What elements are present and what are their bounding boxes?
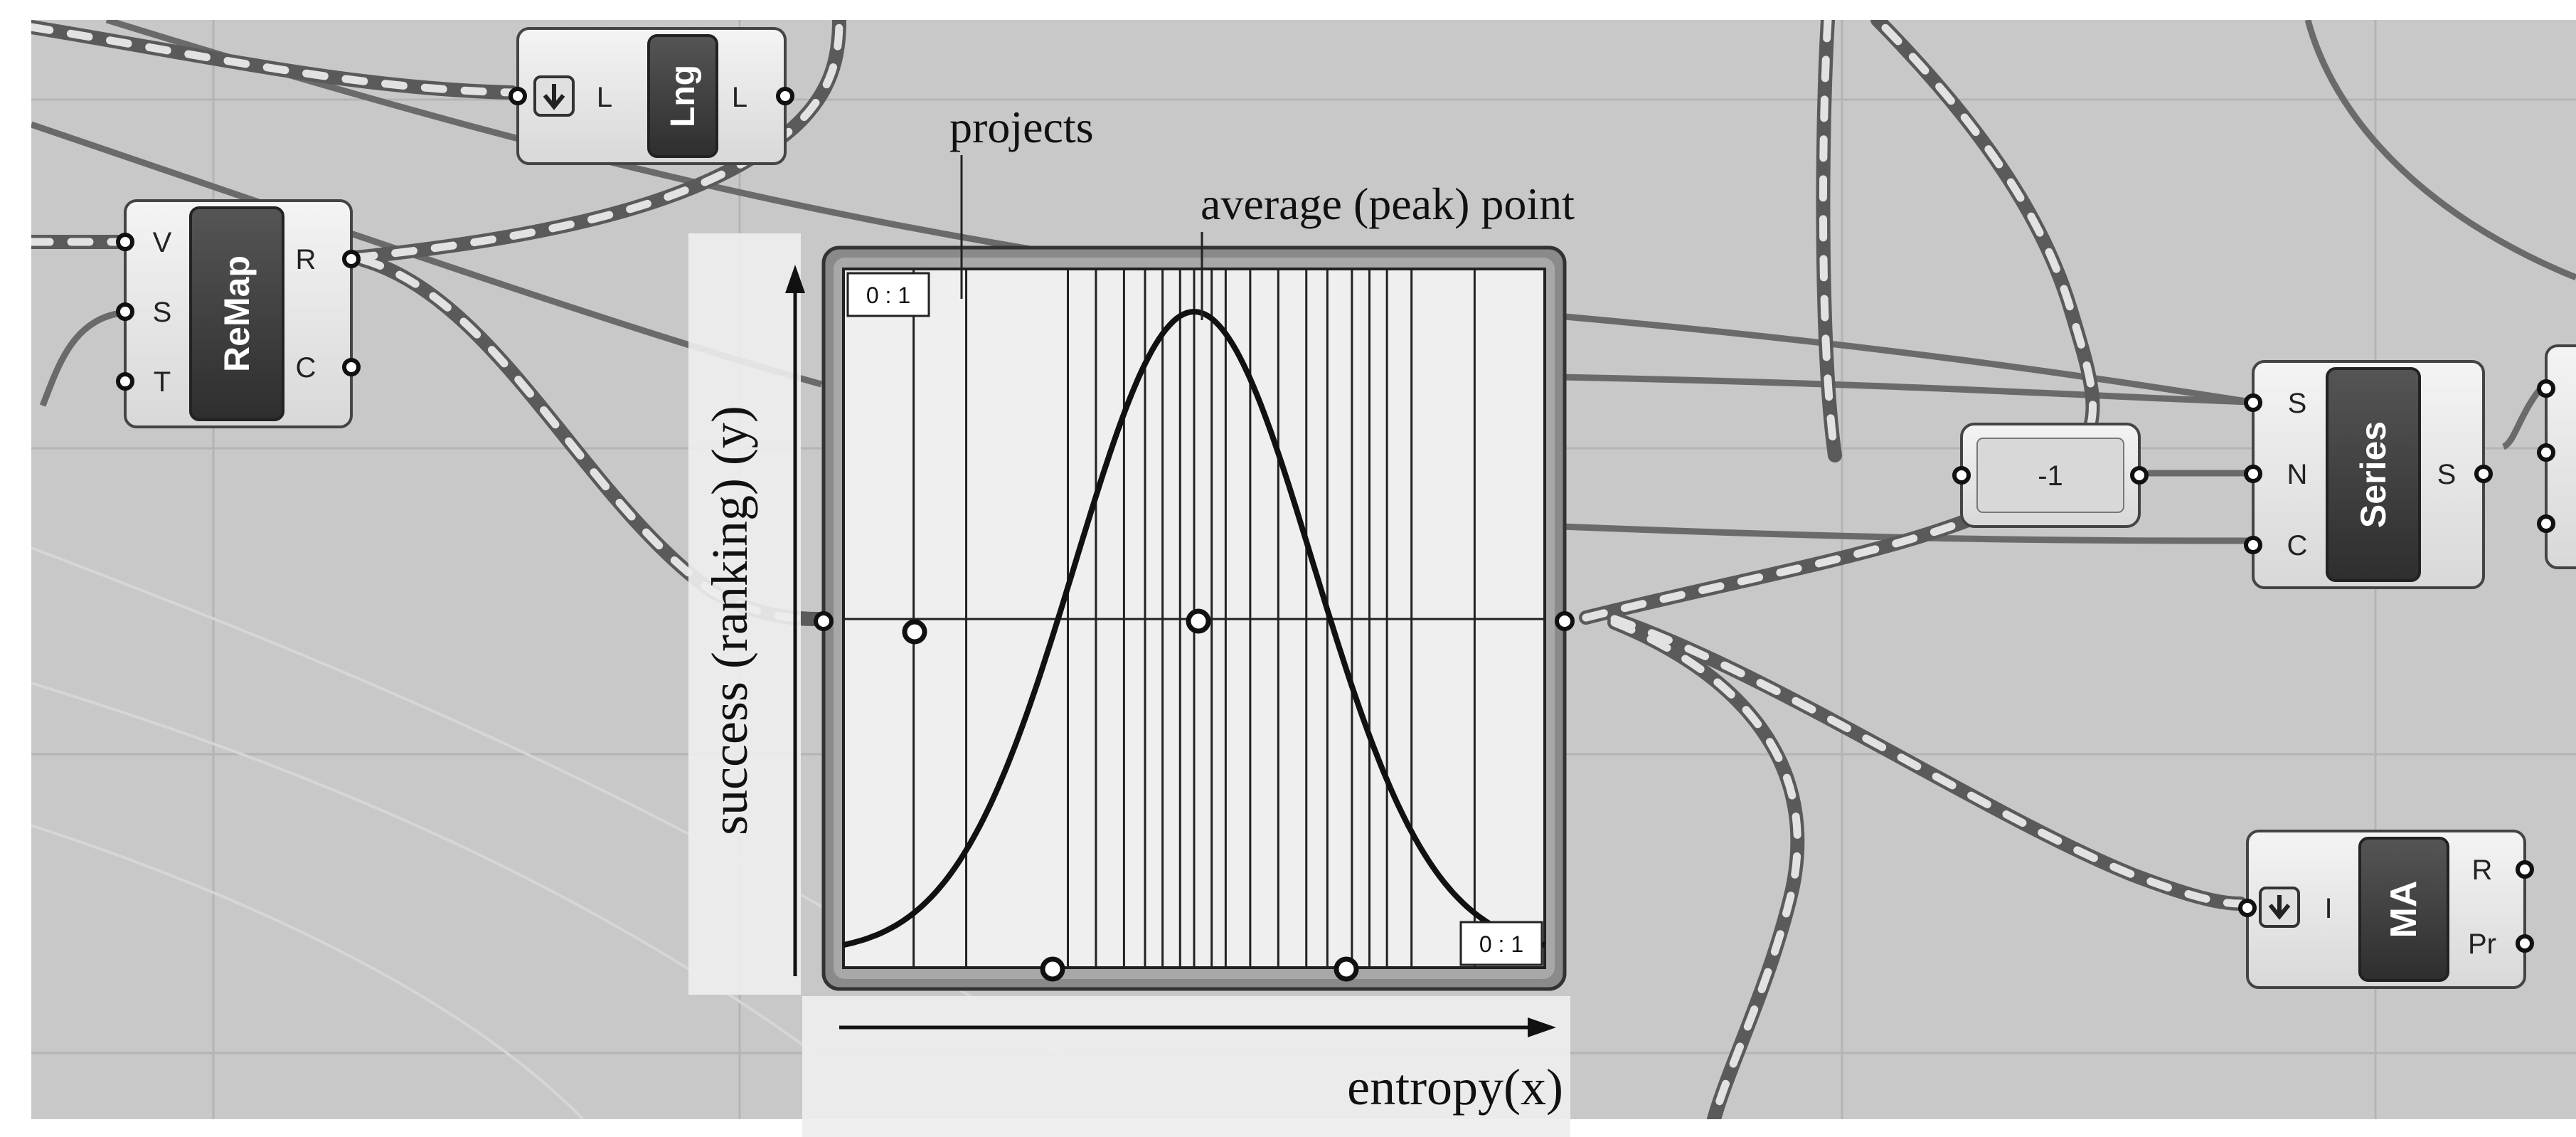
down-arrow-icon: [543, 84, 565, 110]
series-component[interactable]: Series S N C S: [2244, 360, 2493, 589]
ma-output-r: R: [2472, 855, 2493, 886]
lng-input-l: L: [597, 82, 612, 113]
range-bottom-box: [1459, 921, 1543, 966]
y-axis-arrowhead: [785, 265, 805, 293]
remap-output-grip-r[interactable]: [342, 250, 361, 268]
series-output-s: S: [2437, 459, 2457, 490]
series-input-n: N: [2287, 459, 2308, 490]
series-title-plate: [2326, 367, 2421, 582]
remap-input-v: V: [153, 227, 172, 258]
peak-label: average (peak) point: [1201, 179, 1575, 229]
offscreen-input-grip-3[interactable]: [2537, 514, 2555, 533]
curve-handle-left[interactable]: [902, 619, 927, 645]
series-input-grip-c[interactable]: [2244, 536, 2262, 554]
offscreen-input-grip-1[interactable]: [2537, 379, 2555, 398]
number-output-grip[interactable]: [2130, 466, 2149, 485]
y-axis-annotation-panel: [688, 233, 801, 995]
remap-output-grip-c[interactable]: [342, 358, 361, 376]
remap-input-grip-v[interactable]: [116, 233, 134, 251]
remap-component[interactable]: ReMap V S T R C: [116, 199, 361, 428]
ma-output-pr: Pr: [2468, 929, 2496, 960]
lng-title: Lng: [664, 65, 702, 127]
ma-title: MA: [2383, 881, 2425, 938]
x-axis-label: entropy(x): [1347, 1059, 1563, 1116]
curve-handle-bottom-right[interactable]: [1334, 956, 1359, 982]
remap-input-s: S: [153, 297, 172, 328]
ma-input-i: I: [2324, 893, 2332, 924]
series-output-grip-s[interactable]: [2474, 465, 2493, 483]
remap-output-c: C: [296, 352, 316, 384]
series-input-grip-s[interactable]: [2244, 393, 2262, 412]
number-value: -1: [2038, 460, 2063, 492]
projects-label: projects: [949, 102, 1094, 152]
offscreen-component[interactable]: [2537, 344, 2576, 569]
lng-component[interactable]: L Lng L: [509, 27, 794, 165]
remap-input-t: T: [154, 366, 171, 398]
ma-output-grip-pr[interactable]: [2516, 934, 2534, 953]
series-input-s: S: [2288, 388, 2307, 419]
lng-title-plate: [647, 34, 718, 158]
range-top-label: 0 : 1: [866, 282, 910, 308]
ma-title-plate: [2358, 837, 2449, 982]
lng-output-l: L: [732, 82, 747, 113]
x-axis-arrowhead: [1528, 1017, 1556, 1037]
lng-output-grip[interactable]: [776, 87, 794, 105]
remap-title: ReMap: [217, 255, 257, 372]
dashed-wires: [31, 20, 2247, 1119]
series-input-c: C: [2287, 530, 2308, 561]
number-input-grip[interactable]: [1952, 466, 1971, 485]
curve-handle-bottom-left[interactable]: [1040, 956, 1065, 982]
y-axis-label: success (ranking) (y): [701, 406, 758, 835]
lng-input-grip[interactable]: [509, 87, 527, 105]
remap-output-r: R: [296, 244, 316, 275]
graph-mapper-component[interactable]: 0 : 1 0 : 1: [814, 245, 1575, 991]
down-arrow-icon: [2268, 895, 2291, 920]
series-title: Series: [2353, 421, 2393, 528]
bell-curve: [843, 308, 1545, 948]
curve-handle-peak[interactable]: [1186, 608, 1211, 634]
annotations: projects average (peak) point success (r…: [701, 102, 1575, 1116]
x-axis-annotation-panel: [802, 996, 1570, 1137]
range-bottom-label: 0 : 1: [1479, 931, 1523, 957]
ma-input-grip[interactable]: [2238, 899, 2257, 917]
remap-title-plate: [189, 206, 284, 421]
wire-to-series-c: [1560, 523, 2252, 544]
graph-input-grip[interactable]: [814, 611, 834, 631]
series-input-grip-n[interactable]: [2244, 465, 2262, 483]
offscreen-input-grip-2[interactable]: [2537, 443, 2555, 462]
ma-component[interactable]: I MA R Pr: [2238, 830, 2534, 989]
ma-output-grip-r[interactable]: [2516, 860, 2534, 879]
graph-output-grip[interactable]: [1555, 611, 1575, 631]
remap-input-grip-t[interactable]: [116, 372, 134, 391]
number-component[interactable]: -1: [1952, 423, 2149, 528]
range-top-box: [846, 272, 930, 317]
remap-input-grip-s[interactable]: [116, 302, 134, 321]
